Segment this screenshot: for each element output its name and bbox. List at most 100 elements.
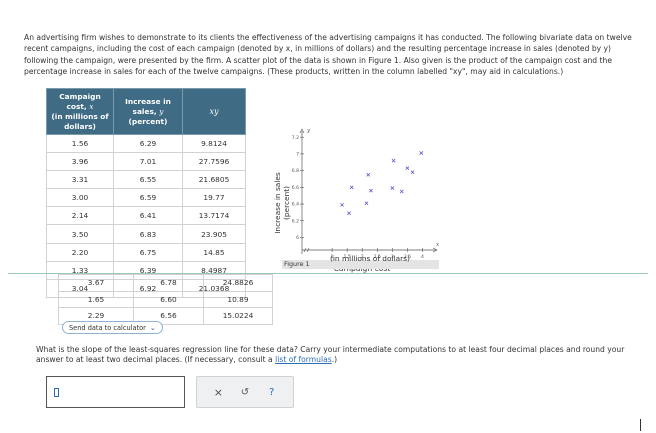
table-row: 1.65 6.60 10.89 (58, 290, 273, 308)
cell-xy: 13.7174 (182, 206, 246, 226)
x-tick-label: 3 (391, 254, 394, 260)
data-point (366, 172, 371, 177)
cell-x: 3.00 (46, 188, 114, 208)
cell-x: 3.50 (46, 224, 114, 244)
y-axis-sublabel: (percent) (282, 186, 291, 220)
cell-y: 6.78 (133, 274, 204, 292)
y-axis-arrow (299, 128, 305, 134)
cell-x: 3.67 (58, 274, 134, 292)
formulas-link[interactable]: list of formulas (275, 355, 332, 364)
cell-xy: 27.7596 (182, 152, 246, 172)
cell-y: 6.41 (113, 206, 183, 226)
help-icon[interactable]: ? (268, 386, 275, 398)
data-point (410, 170, 415, 175)
data-point-stroke (391, 158, 396, 163)
y-axis-var: y (306, 128, 311, 134)
data-table-top: Campaign cost, x (in millions of dollars… (46, 88, 246, 298)
scatter-plot: y x 1 1.5 2 2.5 3 3.5 4 6 6.2 6.4 6.6 6.8 7 7.2 Increa… (273, 128, 440, 273)
data-point (419, 151, 424, 155)
problem-intro: An advertising firm wishes to demonstrat… (24, 33, 632, 76)
y-tick-label: 6.6 (292, 185, 299, 191)
table-row: 2.14 6.41 13.7174 (46, 206, 246, 226)
data-point (405, 166, 410, 170)
data-point-stroke (419, 151, 424, 155)
cell-x: 1.56 (46, 133, 114, 154)
cell-y: 6.56 (133, 307, 204, 325)
table-row: 3.67 6.78 24.8826 (58, 274, 273, 292)
data-point-stroke (364, 201, 369, 206)
cell-xy: 19.77 (182, 188, 246, 208)
data-point-stroke (347, 211, 351, 216)
y-tick-label: 6.2 (292, 218, 299, 224)
x-tick-label: 2 (361, 254, 364, 260)
answer-caret (54, 388, 59, 397)
data-point-stroke (340, 202, 344, 207)
cell-y: 6.29 (113, 133, 183, 154)
cell-x: 3.31 (46, 170, 114, 190)
y-tick-label: 6.4 (292, 202, 299, 208)
send-data-label: Send data to calculator (69, 323, 146, 332)
data-point-stroke (366, 172, 371, 177)
x-axis-arrow (432, 247, 438, 253)
table-row: 3.96 7.01 27.7596 (46, 152, 246, 172)
cell-xy: 21.6805 (182, 170, 246, 190)
data-point (349, 185, 354, 190)
data-point (347, 211, 351, 216)
data-table-bottom: 3.67 6.78 24.8826 1.65 6.60 10.89 2.29 6.56 15.0… (58, 274, 273, 325)
data-point-stroke (349, 185, 354, 190)
cell-y: 6.75 (113, 242, 183, 262)
cell-xy: 9.8124 (182, 133, 246, 154)
data-point (390, 186, 395, 191)
cell-y: 7.01 (113, 152, 183, 172)
data-point-stroke (410, 170, 415, 175)
send-data-button[interactable]: Send data to calculator ⌄ (62, 321, 163, 334)
cell-x: 2.14 (46, 206, 114, 226)
x-tick-label: 2.5 (374, 254, 381, 260)
y-tick-label: 7.2 (292, 135, 299, 141)
data-point (364, 201, 369, 206)
header-xy: xy (182, 88, 246, 135)
cell-y: 6.83 (113, 224, 183, 244)
data-point-stroke (405, 166, 410, 170)
x-axis-break (303, 247, 310, 253)
x-tick-label: 1 (331, 254, 334, 260)
cell-xy: 23.905 (182, 224, 246, 244)
data-point-stroke (399, 189, 404, 194)
table-row: 2.29 6.56 15.0224 (58, 307, 273, 325)
cell-y: 6.60 (133, 290, 204, 308)
header-increase-in-sales: Increase in sales, y (percent) (113, 88, 183, 135)
data-point (369, 188, 373, 193)
section-divider (8, 273, 648, 274)
data-point-stroke (390, 186, 395, 191)
x-axis-var: x (436, 242, 440, 248)
data-point (391, 158, 396, 163)
y-tick-label: 6.8 (292, 168, 299, 174)
answer-input[interactable] (46, 376, 185, 408)
cell-x: 1.65 (58, 290, 134, 308)
x-tick-label: 3.5 (404, 254, 411, 260)
x-axis-sublabel: (in millions of dollars) (330, 254, 410, 263)
figure-caption: Figure 1 (in millions of dollars) (282, 254, 439, 269)
table-row: 2.20 6.75 14.85 (46, 242, 246, 262)
table-row: 3.31 6.55 21.6805 (46, 170, 246, 190)
action-bar: × ↺ ? (196, 376, 294, 408)
cell-y: 6.59 (113, 188, 183, 208)
header-campaign-cost: Campaign cost, x (in millions of dollars… (46, 88, 114, 135)
question-text: What is the slope of the least-squares r… (36, 345, 625, 364)
cell-y: 6.55 (113, 170, 183, 190)
chevron-down-icon: ⌄ (149, 323, 156, 332)
cell-x: 3.96 (46, 152, 114, 172)
cell-xy: 15.0224 (203, 307, 273, 325)
y-axis-label: Increase in sales (273, 172, 282, 234)
y-tick-label: 6 (296, 235, 299, 241)
cell-x: 2.20 (46, 242, 114, 262)
data-point (399, 189, 404, 194)
table-row: 3.00 6.59 19.77 (46, 188, 246, 208)
text-cursor (640, 419, 641, 431)
table-row: 1.56 6.29 9.8124 (46, 133, 246, 154)
x-tick-label: 1.5 (344, 254, 351, 260)
y-tick-label: 7 (296, 151, 299, 157)
undo-icon[interactable]: ↺ (240, 386, 250, 398)
clear-icon[interactable]: × (213, 385, 223, 399)
data-point-stroke (369, 188, 373, 193)
